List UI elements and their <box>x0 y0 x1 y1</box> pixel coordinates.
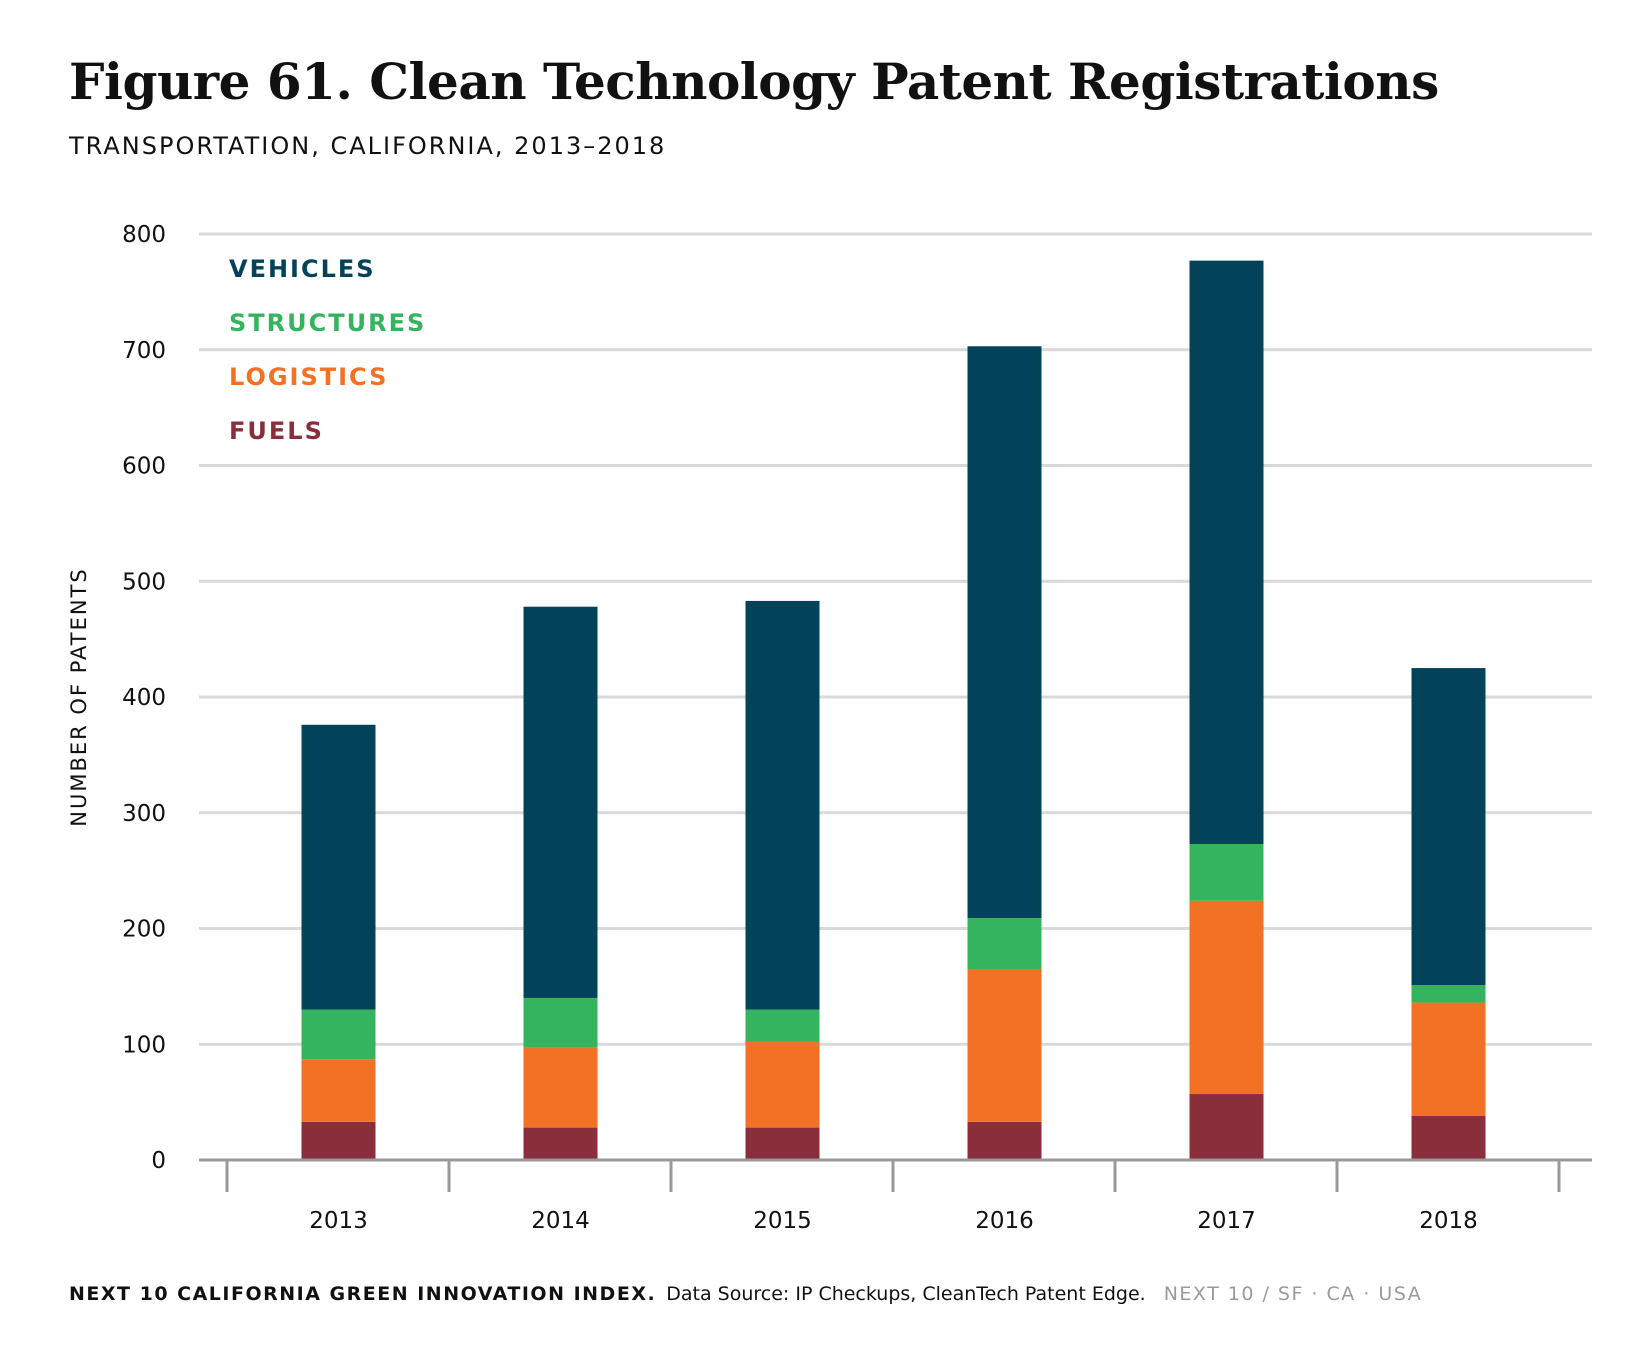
y-tick-label: 200 <box>122 917 166 943</box>
legend-item-logistics: LOGISTICS <box>229 363 388 391</box>
bar-segment-vehicles <box>1411 668 1486 986</box>
footer-org: NEXT 10 CALIFORNIA GREEN INNOVATION INDE… <box>69 1283 657 1305</box>
bar-segment-fuels <box>523 1127 598 1160</box>
chart-subtitle: TRANSPORTATION, CALIFORNIA, 2013–2018 <box>69 132 667 160</box>
y-tick-label: 600 <box>122 454 166 480</box>
bar-segment-structures <box>523 997 598 1048</box>
x-tick-label: 2016 <box>975 1208 1034 1234</box>
x-tick-labels: 2013 2014 2015 2016 2017 2018 <box>309 1208 1478 1234</box>
y-tick-label: 500 <box>122 569 166 595</box>
bar-segment-structures <box>967 918 1042 970</box>
y-tick-label: 100 <box>122 1032 166 1058</box>
bar-segment-logistics <box>1411 1002 1486 1117</box>
y-tick-label: 800 <box>122 222 166 248</box>
bar-segment-logistics <box>301 1059 376 1122</box>
bar-segment-structures <box>301 1009 376 1060</box>
legend: VEHICLES STRUCTURES LOGISTICS FUELS <box>229 255 426 445</box>
legend-item-fuels: FUELS <box>229 417 324 445</box>
chart-title: Figure 61. Clean Technology Patent Regis… <box>69 52 1439 111</box>
y-tick-label: 700 <box>122 338 166 364</box>
y-tick-label: 400 <box>122 685 166 711</box>
bar-segment-fuels <box>745 1127 820 1160</box>
bar-segment-logistics <box>1189 900 1264 1095</box>
x-tick-label: 2017 <box>1197 1208 1256 1234</box>
y-axis-label: NUMBER OF PATENTS <box>67 567 91 826</box>
bar-segment-vehicles <box>301 724 376 1010</box>
bar-segment-vehicles <box>523 606 598 998</box>
bar-segment-structures <box>1411 985 1486 1003</box>
bar-segment-structures <box>745 1009 820 1042</box>
footer-brand: NEXT 10 / SF · CA · USA <box>1163 1283 1423 1305</box>
bar-segment-logistics <box>967 969 1042 1122</box>
y-tick-label: 300 <box>122 801 166 827</box>
bar-segment-vehicles <box>745 600 820 1010</box>
bar-segment-fuels <box>1189 1094 1264 1160</box>
x-tick-label: 2013 <box>309 1208 368 1234</box>
bar-segment-structures <box>1189 844 1264 901</box>
legend-item-vehicles: VEHICLES <box>229 255 376 283</box>
bar-segment-fuels <box>1411 1116 1486 1160</box>
y-tick-label: 0 <box>151 1148 166 1174</box>
bars <box>301 260 1486 1160</box>
bar-segment-fuels <box>967 1121 1042 1160</box>
gridlines <box>199 232 1592 1046</box>
bar-segment-logistics <box>523 1047 598 1128</box>
x-axis <box>199 1158 1592 1192</box>
bar-segment-vehicles <box>967 346 1042 919</box>
legend-item-structures: STRUCTURES <box>229 309 426 337</box>
bar-segment-logistics <box>745 1041 820 1128</box>
bar-segment-fuels <box>301 1121 376 1160</box>
y-tick-labels: 0 100 200 300 400 500 600 700 800 <box>122 222 166 1174</box>
x-tick-label: 2015 <box>753 1208 812 1234</box>
x-tick-label: 2014 <box>531 1208 590 1234</box>
footer-source: Data Source: IP Checkups, CleanTech Pate… <box>666 1283 1146 1305</box>
bar-segment-vehicles <box>1189 260 1264 845</box>
x-tick-label: 2018 <box>1419 1208 1478 1234</box>
footer: NEXT 10 CALIFORNIA GREEN INNOVATION INDE… <box>69 1283 1422 1305</box>
